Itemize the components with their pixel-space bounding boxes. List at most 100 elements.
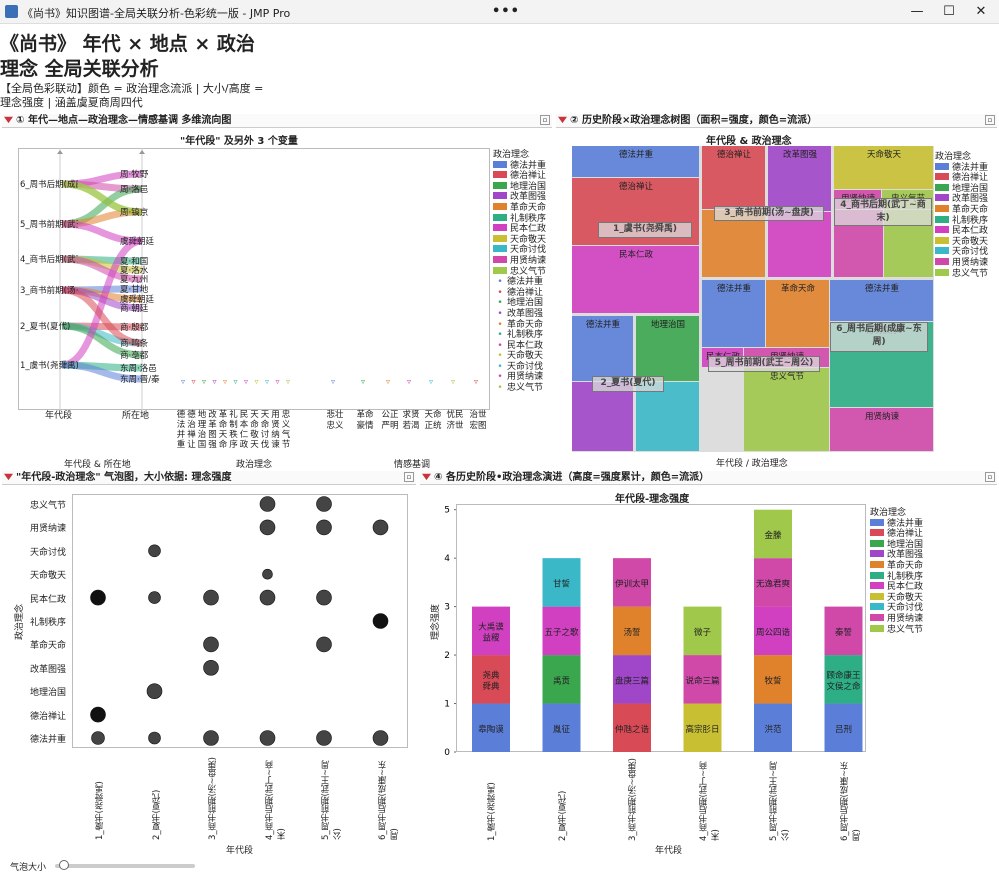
place-label[interactable]: 商·鸣条 (120, 339, 149, 349)
bubble[interactable] (372, 613, 389, 629)
legend-item[interactable]: 忠义气节 (935, 268, 988, 280)
treemap-cell[interactable] (702, 146, 765, 209)
era-label[interactable]: 6_周书后期(成康... (20, 180, 78, 190)
flow-band[interactable] (61, 255, 143, 283)
place-label[interactable]: 周·镐京 (120, 208, 149, 218)
treemap-cell[interactable] (768, 212, 831, 277)
legend-item[interactable]: 用贤纳谏 (935, 257, 988, 269)
bar-segment[interactable] (542, 606, 581, 656)
legend-item[interactable]: 天命讨伐 (870, 603, 923, 614)
era-label[interactable]: 1_虞书(尧舜禹) (20, 361, 78, 371)
legend-item[interactable]: 革命天命 (870, 560, 923, 572)
bubble[interactable] (259, 496, 276, 512)
era-label[interactable]: 5_周书前期(武王... (20, 220, 78, 230)
legend-item[interactable]: 德治禅让 (870, 529, 923, 540)
bar-segment[interactable] (542, 655, 581, 704)
bubble-size-slider-knob[interactable] (59, 860, 69, 870)
disclosure-icon[interactable] (4, 473, 13, 481)
place-label[interactable]: 商·殷都 (120, 323, 149, 333)
flow-band[interactable] (61, 180, 143, 216)
minimize-button[interactable]: — (910, 4, 924, 19)
legend-item[interactable]: 德法并重 (935, 162, 988, 174)
treemap-cell[interactable] (636, 316, 699, 381)
bubble[interactable] (316, 496, 332, 512)
bubble[interactable] (372, 519, 389, 536)
treemap-cell[interactable] (830, 280, 933, 321)
place-label[interactable]: 商·亳都 (120, 351, 149, 361)
maximize-panel-icon[interactable]: ▫ (985, 472, 995, 482)
treemap-cell[interactable] (744, 368, 829, 451)
legend-item[interactable]: • 革命天命 (493, 320, 546, 331)
era-label[interactable]: 3_商书前期(汤~... (20, 286, 78, 296)
legend-item[interactable]: 德治禅让 (493, 171, 546, 182)
legend-item[interactable]: • 天命讨伐 (493, 362, 546, 373)
era-label[interactable]: 2_夏书(夏代) (20, 322, 71, 332)
legend-item[interactable]: 改革图强 (870, 550, 923, 561)
bar-segment[interactable] (613, 703, 651, 752)
legend-item[interactable]: 天命敬天 (935, 236, 988, 248)
flow-band[interactable] (61, 286, 143, 347)
place-label[interactable]: 商·朝廷 (120, 304, 149, 314)
legend-item[interactable]: • 天命敬天 (493, 351, 546, 362)
bar-segment[interactable] (824, 655, 863, 704)
legend-item[interactable]: 德法并重 (493, 160, 546, 172)
parallel-sets-chart[interactable]: ▿ ▿ ▿ ▿ ▿ ▿ ▿ ▿ ▿ ▿ ▿ ▿ ▿ ▿ ▿ ▿ ▿ ▿ (18, 148, 490, 410)
treemap-cell[interactable] (702, 280, 765, 347)
bar-segment[interactable] (542, 558, 581, 607)
bubble[interactable] (316, 519, 332, 536)
place-label[interactable]: 夏·洛水 (120, 266, 149, 276)
treemap-cell[interactable] (766, 280, 829, 347)
maximize-panel-icon[interactable]: ▫ (404, 472, 414, 482)
close-button[interactable]: ✕ (975, 4, 987, 19)
treemap-cell[interactable] (572, 382, 633, 451)
bar-segment[interactable] (472, 606, 510, 656)
place-label[interactable]: 周·牧野 (120, 170, 149, 180)
bar-segment[interactable] (472, 655, 510, 704)
treemap[interactable]: 德法并重德治禅让民本仁政德法并重地理治国德治禅让改革图强天命敬天用贤纳谏忠义气节… (572, 146, 934, 452)
bubble[interactable] (90, 706, 106, 723)
legend-item[interactable]: 礼制秩序 (493, 213, 546, 225)
bubble[interactable] (203, 660, 219, 676)
legend-item[interactable]: 改革图强 (935, 194, 988, 205)
bubble[interactable] (203, 589, 219, 606)
disclosure-icon[interactable] (422, 473, 431, 481)
legend-item[interactable]: 民本仁政 (935, 226, 988, 237)
treemap-cell[interactable] (572, 146, 699, 177)
maximize-button[interactable]: ☐ (943, 4, 955, 19)
place-label[interactable]: 夏·和国 (120, 257, 149, 267)
legend-item[interactable]: • 改革图强 (493, 309, 546, 320)
legend-item[interactable]: 天命敬天 (493, 234, 546, 246)
legend-item[interactable]: 用贤纳谏 (493, 255, 546, 267)
panel3-header[interactable]: "年代段-政治理念" 气泡图，大小依据: 理念强度 ▫ (2, 471, 416, 485)
bubble[interactable] (316, 730, 332, 746)
legend-item[interactable]: 地理治国 (870, 539, 923, 551)
era-label[interactable]: 4_商书后期(武丁... (20, 255, 78, 265)
maximize-panel-icon[interactable]: ▫ (540, 115, 550, 125)
maximize-panel-icon[interactable]: ▫ (985, 115, 995, 125)
legend-item[interactable]: 德治禅让 (935, 173, 988, 184)
bar-segment[interactable] (754, 703, 792, 752)
panel1-header[interactable]: ① 年代—地点—政治理念—情感基调 多维流向图 ▫ (2, 114, 552, 128)
legend-item[interactable]: 德法并重 (870, 518, 923, 530)
treemap-cell[interactable] (830, 408, 933, 451)
bubble[interactable] (259, 730, 276, 746)
legend-item[interactable]: 革命天命 (935, 204, 988, 216)
place-label[interactable]: 东周·晋/秦 (120, 375, 160, 385)
bubble[interactable] (262, 568, 273, 580)
bar-segment[interactable] (542, 703, 581, 752)
bubble[interactable] (203, 636, 219, 653)
legend-item[interactable]: 地理治国 (493, 181, 546, 193)
bar-segment[interactable] (613, 558, 651, 607)
legend-item[interactable]: 用贤纳谏 (870, 613, 923, 625)
place-label[interactable]: 东周·洛邑 (120, 364, 157, 374)
legend-item[interactable]: 地理治国 (935, 183, 988, 195)
legend-item[interactable]: 忠义气节 (870, 624, 923, 636)
legend-item[interactable]: 民本仁政 (870, 582, 923, 593)
legend-item[interactable]: • 用贤纳谏 (493, 372, 546, 383)
legend-item[interactable]: 天命敬天 (870, 592, 923, 604)
bubble[interactable] (146, 683, 163, 699)
panel2-header[interactable]: ② 历史阶段×政治理念树图（面积=强度，颜色=流派） ▫ (556, 114, 997, 128)
bubble[interactable] (91, 731, 105, 745)
legend-item[interactable]: • 德治禅让 (493, 288, 546, 299)
